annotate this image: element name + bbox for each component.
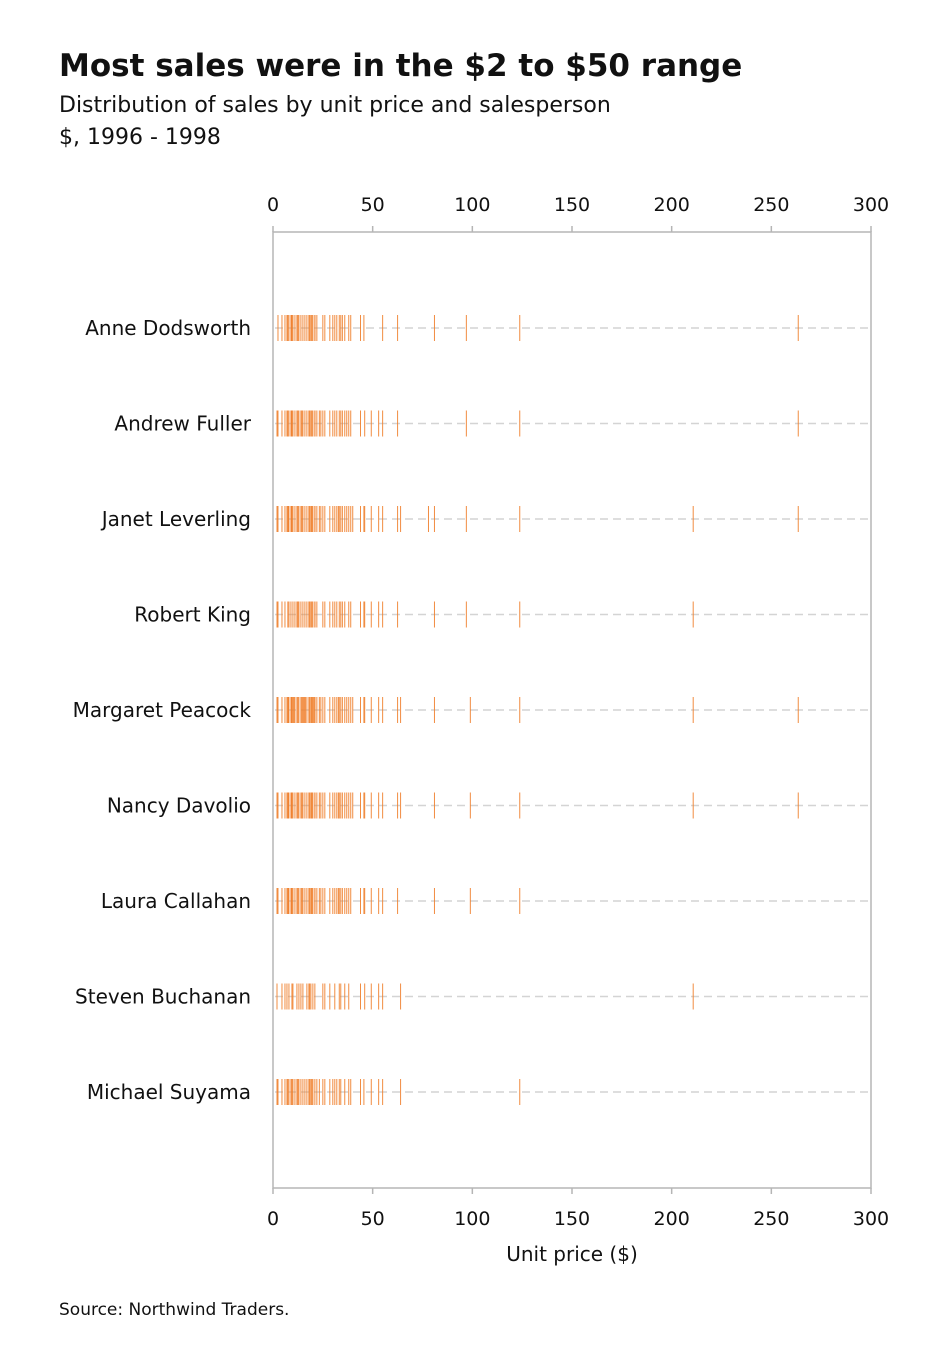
category-label: Steven Buchanan <box>75 985 251 1009</box>
category-label: Michael Suyama <box>87 1080 251 1104</box>
x-tick-label-bottom: 100 <box>454 1208 490 1230</box>
category-label: Robert King <box>134 603 251 627</box>
x-tick-label-top: 200 <box>654 194 690 216</box>
chart-subtitle: Distribution of sales by unit price and … <box>59 93 611 118</box>
category-label: Margaret Peacock <box>73 698 252 722</box>
x-tick-label-bottom: 50 <box>361 1208 385 1230</box>
x-tick-label-top: 50 <box>361 194 385 216</box>
x-tick-label-top: 100 <box>454 194 490 216</box>
category-label: Laura Callahan <box>101 889 251 913</box>
source-note: Source: Northwind Traders. <box>59 1300 290 1320</box>
labels-layer: 0 0 50 50 100 100 150 150 200 200 250 250 300 300 Unit… <box>73 194 889 1266</box>
x-tick-label-bottom: 250 <box>753 1208 789 1230</box>
x-tick-label-bottom: 300 <box>853 1208 889 1230</box>
x-axis-title: Unit price ($) <box>506 1242 638 1266</box>
category-label: Janet Leverling <box>100 507 251 531</box>
category-label: Nancy Davolio <box>107 794 251 818</box>
category-label: Andrew Fuller <box>114 412 251 436</box>
category-label: Anne Dodsworth <box>85 316 251 340</box>
chart-title: Most sales were in the $2 to $50 range <box>59 48 743 84</box>
x-tick-label-bottom: 200 <box>654 1208 690 1230</box>
x-tick-label-top: 0 <box>267 194 279 216</box>
x-tick-label-top: 250 <box>753 194 789 216</box>
x-tick-label-bottom: 0 <box>267 1208 279 1230</box>
x-tick-label-top: 300 <box>853 194 889 216</box>
chart-unit-label: $, 1996 - 1998 <box>59 125 221 150</box>
x-tick-label-top: 150 <box>554 194 590 216</box>
plot-frame <box>272 231 872 1189</box>
guide-lines-layer <box>275 327 869 1093</box>
x-tick-label-bottom: 150 <box>554 1208 590 1230</box>
plot-frame-layer <box>272 226 872 1194</box>
marks-layer <box>276 315 799 1105</box>
